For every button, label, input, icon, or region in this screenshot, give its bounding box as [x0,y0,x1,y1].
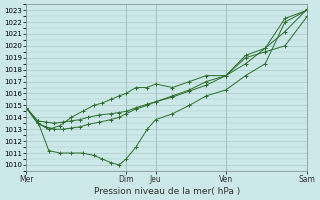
X-axis label: Pression niveau de la mer( hPa ): Pression niveau de la mer( hPa ) [94,187,240,196]
